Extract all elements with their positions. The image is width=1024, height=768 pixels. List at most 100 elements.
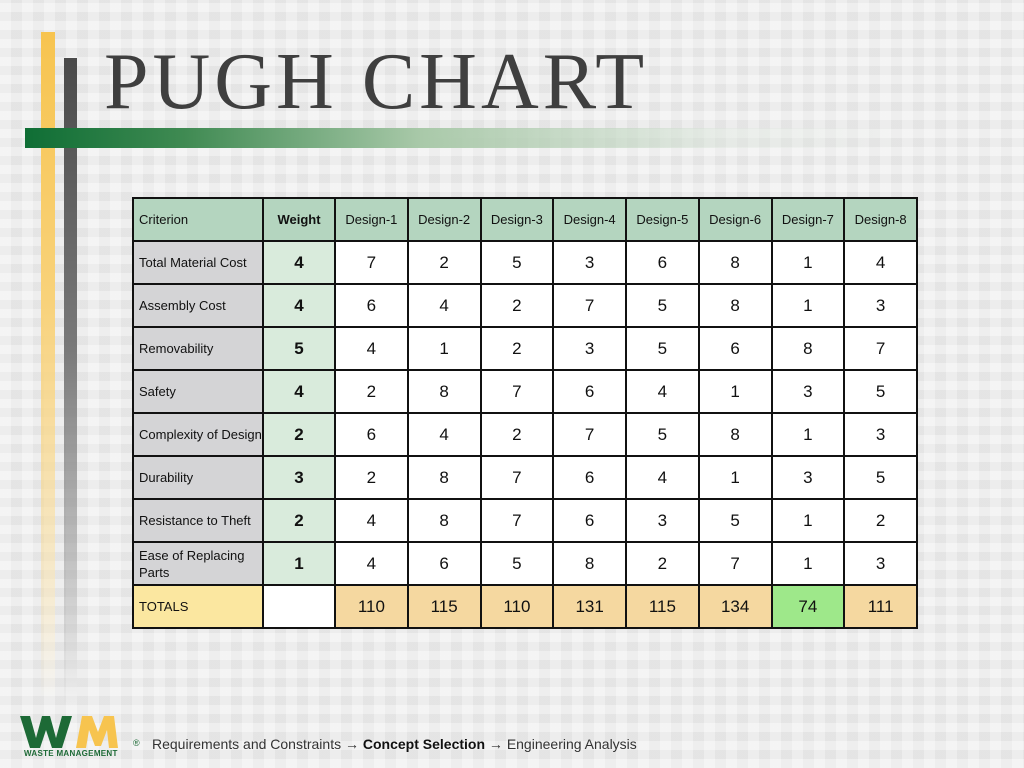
weight-cell: 5 — [262, 326, 336, 371]
score-cell: 7 — [479, 498, 555, 543]
pugh-table: Criterion Weight Design-1 Design-2 Design-… — [132, 197, 918, 629]
decor-gray-bar — [64, 58, 77, 708]
score-cell: 2 — [479, 283, 555, 328]
total-cell: 115 — [625, 584, 700, 629]
decor-yellow-bar — [41, 32, 55, 700]
criterion-cell: Total Material Cost — [132, 240, 264, 285]
table-row: Safety 4 2 8 7 6 4 1 3 5 — [132, 369, 918, 414]
weight-cell: 4 — [262, 240, 336, 285]
score-cell: 5 — [479, 541, 555, 586]
design-header: Design-8 — [843, 197, 918, 242]
score-cell: 7 — [843, 326, 918, 371]
criterion-cell: Assembly Cost — [132, 283, 264, 328]
criterion-header: Criterion — [132, 197, 264, 242]
breadcrumb-arrow: → — [345, 736, 359, 752]
score-cell: 3 — [625, 498, 700, 543]
score-cell: 4 — [334, 541, 409, 586]
score-cell: 8 — [697, 283, 773, 328]
score-cell: 5 — [697, 498, 773, 543]
weight-cell: 2 — [262, 498, 336, 543]
score-cell: 4 — [625, 455, 700, 500]
score-cell: 5 — [843, 455, 918, 500]
score-cell: 3 — [770, 455, 846, 500]
table-row: Durability 3 2 8 7 6 4 1 3 5 — [132, 455, 918, 500]
score-cell: 8 — [406, 455, 482, 500]
design-header: Design-4 — [552, 197, 627, 242]
criterion-cell: Resistance to Theft — [132, 498, 264, 543]
breadcrumb-arrow: → — [488, 736, 503, 752]
score-cell: 3 — [843, 412, 918, 457]
score-cell: 6 — [552, 455, 627, 500]
score-cell: 1 — [770, 240, 846, 285]
breadcrumb-step-concept-selection: Concept Selection — [362, 736, 486, 752]
score-cell: 2 — [334, 369, 409, 414]
waste-management-logo — [20, 716, 118, 748]
total-cell: 134 — [697, 584, 773, 629]
table-row: Total Material Cost 4 7 2 5 3 6 8 1 4 — [132, 240, 918, 285]
totals-row: TOTALS 110 115 110 131 115 134 74 111 — [132, 584, 918, 629]
score-cell: 4 — [843, 240, 918, 285]
score-cell: 8 — [697, 240, 773, 285]
score-cell: 4 — [334, 326, 409, 371]
weight-cell: 1 — [262, 541, 336, 586]
score-cell: 1 — [697, 369, 773, 414]
criterion-cell: Durability — [132, 455, 264, 500]
score-cell: 4 — [406, 412, 482, 457]
breadcrumb-step-requirements: Requirements and Constraints — [152, 736, 342, 752]
design-header: Design-5 — [625, 197, 700, 242]
score-cell: 6 — [552, 498, 627, 543]
total-cell: 110 — [479, 584, 555, 629]
score-cell: 7 — [479, 455, 555, 500]
criterion-cell: Removability — [132, 326, 264, 371]
score-cell: 1 — [770, 541, 846, 586]
total-cell: 115 — [406, 584, 482, 629]
score-cell: 8 — [697, 412, 773, 457]
score-cell: 7 — [479, 369, 555, 414]
score-cell: 1 — [770, 498, 846, 543]
design-header: Design-7 — [770, 197, 846, 242]
score-cell: 6 — [697, 326, 773, 371]
score-cell: 6 — [406, 541, 482, 586]
score-cell: 8 — [770, 326, 846, 371]
design-header: Design-6 — [697, 197, 773, 242]
score-cell: 7 — [552, 412, 627, 457]
total-cell: 110 — [334, 584, 409, 629]
breadcrumb-step-engineering-analysis: Engineering Analysis — [506, 736, 637, 752]
score-cell: 5 — [479, 240, 555, 285]
page-title: PUGH CHART — [104, 38, 649, 126]
score-cell: 4 — [625, 369, 700, 414]
design-header: Design-1 — [334, 197, 409, 242]
score-cell: 5 — [625, 412, 700, 457]
weight-header: Weight — [262, 197, 336, 242]
table-row: Complexity of Design 2 6 4 2 7 5 8 1 3 — [132, 412, 918, 457]
score-cell: 2 — [479, 412, 555, 457]
totals-weight-empty — [262, 584, 336, 629]
table-header-row: Criterion Weight Design-1 Design-2 Design-… — [132, 197, 918, 242]
score-cell: 2 — [625, 541, 700, 586]
score-cell: 8 — [552, 541, 627, 586]
table-row: Assembly Cost 4 6 4 2 7 5 8 1 3 — [132, 283, 918, 328]
registered-mark: ® — [133, 738, 140, 748]
weight-cell: 3 — [262, 455, 336, 500]
weight-cell: 4 — [262, 369, 336, 414]
total-cell: 111 — [843, 584, 918, 629]
score-cell: 3 — [843, 283, 918, 328]
score-cell: 8 — [406, 369, 482, 414]
score-cell: 4 — [334, 498, 409, 543]
score-cell: 5 — [625, 283, 700, 328]
score-cell: 7 — [334, 240, 409, 285]
table-row: Removability 5 4 1 2 3 5 6 8 7 — [132, 326, 918, 371]
logo-text: WASTE MANAGEMENT — [24, 749, 118, 758]
score-cell: 1 — [697, 455, 773, 500]
score-cell: 8 — [406, 498, 482, 543]
design-header: Design-3 — [479, 197, 555, 242]
score-cell: 6 — [625, 240, 700, 285]
score-cell: 2 — [334, 455, 409, 500]
footer-breadcrumb: Requirements and Constraints → Concept S… — [152, 736, 637, 752]
totals-label: TOTALS — [132, 584, 264, 629]
score-cell: 6 — [552, 369, 627, 414]
score-cell: 7 — [697, 541, 773, 586]
score-cell: 6 — [334, 283, 409, 328]
table-row: Ease of Replacing Parts 1 4 6 5 8 2 7 1 3 — [132, 541, 918, 586]
score-cell: 6 — [334, 412, 409, 457]
